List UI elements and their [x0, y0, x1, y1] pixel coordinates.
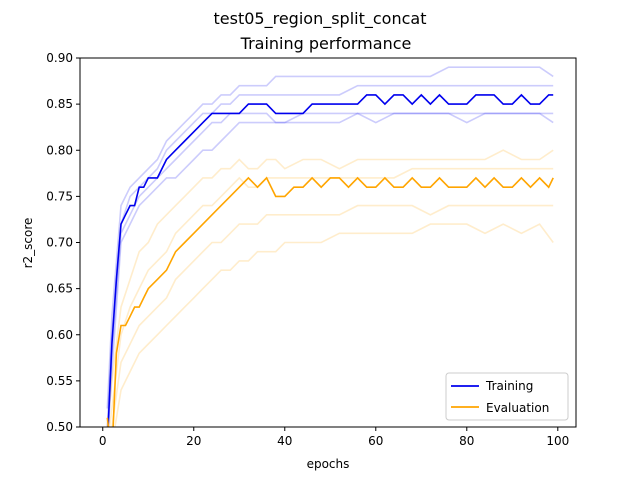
x-axis: 0 20 40 60 80 100 [99, 427, 569, 448]
background-run-line-3 [107, 112, 554, 427]
legend-training-label: Training [485, 379, 533, 393]
y-tick-label: 0.50 [46, 420, 73, 434]
x-tick-label: 20 [186, 434, 201, 448]
background-run-line-4 [107, 112, 554, 427]
background-run-line-8 [114, 223, 554, 427]
y-tick-label: 0.60 [46, 328, 73, 342]
training-mean-line [107, 93, 554, 427]
y-tick-label: 0.70 [46, 236, 73, 250]
legend-box [445, 372, 569, 421]
y-tick-label: 0.55 [46, 374, 73, 388]
background-run-line-5 [106, 149, 554, 427]
legend-evaluation-label: Evaluation [486, 401, 549, 415]
x-tick-label: 40 [277, 434, 292, 448]
x-tick-label: 0 [99, 434, 107, 448]
chart-title: Training performance [240, 34, 412, 53]
x-tick-label: 100 [546, 434, 569, 448]
legend: Training Evaluation [445, 372, 569, 421]
background-run-line-7 [111, 204, 554, 427]
y-tick-label: 0.85 [46, 97, 73, 111]
y-tick-label: 0.65 [46, 282, 73, 296]
background-run-line-1 [106, 66, 554, 409]
plot-lines [106, 66, 554, 427]
y-axis-label: r2_score [21, 218, 35, 269]
x-tick-label: 80 [459, 434, 474, 448]
x-tick-label: 60 [368, 434, 383, 448]
y-tick-label: 0.80 [46, 143, 73, 157]
y-axis: 0.50 0.55 0.60 0.65 0.70 0.75 0.80 0.85 0.90 [46, 51, 80, 434]
x-axis-label: epochs [307, 457, 350, 471]
figure-suptitle: test05_region_split_concat [214, 9, 427, 29]
y-tick-label: 0.90 [46, 51, 73, 65]
background-run-line-2 [106, 84, 554, 427]
evaluation-mean-line [106, 176, 554, 427]
y-tick-label: 0.75 [46, 189, 73, 203]
